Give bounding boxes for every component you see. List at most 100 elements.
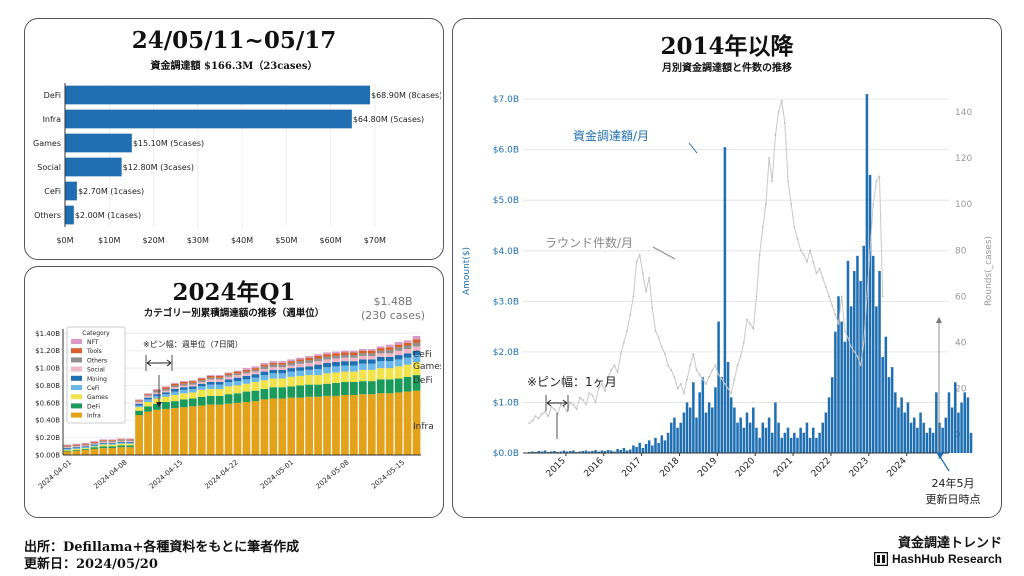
stack-segment bbox=[81, 447, 90, 449]
rounds-point bbox=[667, 364, 670, 367]
monthly-bar bbox=[954, 382, 957, 453]
stack-segment bbox=[135, 415, 143, 455]
monthly-bar bbox=[569, 450, 572, 453]
monthly-bar bbox=[726, 362, 730, 453]
stack-segment bbox=[144, 411, 152, 455]
legend-label: Infra bbox=[87, 413, 101, 420]
rounds-point bbox=[682, 392, 685, 395]
stack-segment bbox=[260, 371, 269, 376]
stack-segment bbox=[296, 363, 305, 368]
rounds-point bbox=[629, 313, 632, 316]
rounds-point bbox=[686, 378, 688, 381]
rounds-point bbox=[774, 134, 777, 136]
stack-segment bbox=[63, 451, 72, 455]
y2-tick-label: 60 bbox=[955, 292, 967, 302]
monthly-bar bbox=[761, 422, 765, 453]
monthly-bar bbox=[774, 402, 777, 453]
stack-segment bbox=[305, 369, 313, 376]
legend-swatch bbox=[71, 375, 82, 381]
stack-segment bbox=[90, 444, 99, 446]
stack-segment bbox=[81, 444, 90, 446]
rounds-point bbox=[547, 415, 550, 418]
monthly-bar bbox=[884, 336, 888, 453]
rounds-point bbox=[604, 389, 606, 392]
rounds-point bbox=[862, 341, 865, 344]
legend-swatch bbox=[71, 394, 82, 400]
monthly-bar bbox=[827, 397, 831, 453]
y-tick-label: $0.0B bbox=[493, 449, 519, 459]
stack-segment bbox=[350, 355, 358, 358]
stack-segment bbox=[233, 371, 242, 374]
updated-date: 更新日：2024/05/20 bbox=[24, 557, 158, 572]
stack-segment bbox=[350, 371, 358, 383]
stack-segment bbox=[278, 373, 287, 379]
stack-segment bbox=[296, 357, 305, 360]
stack-segment bbox=[385, 379, 394, 394]
stack-segment bbox=[323, 352, 331, 355]
rounds-point bbox=[717, 373, 720, 376]
stack-segment bbox=[251, 390, 260, 402]
monthly-bar bbox=[846, 260, 850, 453]
category-annotation: Infra bbox=[413, 422, 434, 432]
stack-segment bbox=[63, 444, 72, 446]
stack-segment bbox=[215, 375, 224, 376]
monthly-bar bbox=[729, 397, 733, 453]
stack-segment bbox=[63, 449, 72, 451]
legend-label: Games bbox=[87, 394, 108, 401]
rounds-point bbox=[758, 253, 761, 256]
stack-segment bbox=[269, 369, 278, 374]
stack-segment bbox=[412, 339, 421, 343]
y-tick-label: $2.0B bbox=[493, 348, 519, 358]
rounds-point bbox=[831, 304, 834, 307]
brand-logo: HashHub Research bbox=[873, 552, 1002, 566]
rounds-point bbox=[531, 419, 534, 422]
rounds-point bbox=[537, 417, 540, 420]
stack-segment bbox=[278, 387, 287, 399]
stack-segment bbox=[215, 375, 224, 378]
legend-swatch bbox=[71, 357, 82, 363]
stack-segment bbox=[242, 368, 251, 370]
stack-segment bbox=[108, 439, 117, 441]
y-tick-label: $3.0B bbox=[493, 297, 519, 307]
rounds-point bbox=[755, 295, 758, 298]
rounds-point bbox=[673, 376, 676, 378]
monthly-bar bbox=[853, 271, 856, 453]
monthly-bar bbox=[865, 94, 869, 454]
stack-segment bbox=[350, 352, 358, 356]
bin-width-arrow-heads bbox=[146, 359, 172, 367]
stack-segment bbox=[332, 362, 340, 367]
stack-segment bbox=[394, 378, 403, 393]
x-tick-label: $20M bbox=[142, 236, 164, 245]
stack-segment bbox=[358, 355, 367, 360]
rounds-point bbox=[711, 369, 714, 371]
stack-segment bbox=[144, 399, 152, 402]
rounds-point bbox=[768, 157, 770, 160]
monthly-bar bbox=[742, 427, 746, 453]
stack-segment bbox=[341, 350, 349, 353]
stack-segment bbox=[224, 382, 233, 387]
rounds-point bbox=[664, 353, 666, 355]
stack-segment bbox=[162, 388, 170, 391]
stack-segment bbox=[108, 441, 117, 442]
stack-segment bbox=[242, 371, 251, 374]
y2-tick-label: 80 bbox=[955, 246, 967, 256]
stack-segment bbox=[188, 382, 197, 385]
stack-segment bbox=[251, 374, 260, 378]
stack-segment bbox=[305, 362, 313, 367]
stack-segment bbox=[126, 439, 134, 441]
monthly-bar bbox=[628, 449, 632, 453]
stack-segment bbox=[332, 395, 340, 455]
stack-segment bbox=[376, 346, 385, 349]
rounds-point bbox=[790, 203, 793, 206]
stack-segment bbox=[412, 335, 421, 340]
stack-segment bbox=[188, 384, 197, 387]
monthly-bar bbox=[676, 427, 679, 453]
monthly-bar bbox=[840, 321, 843, 453]
monthly-bar bbox=[789, 437, 793, 453]
stack-segment bbox=[385, 347, 394, 350]
monthly-bar bbox=[711, 407, 714, 453]
stack-segment bbox=[269, 398, 278, 455]
monthly-funding-chart: $0.0B $1.0B $2.0B $3.0B $4.0B $5.0B $6.0B $7.0B… bbox=[462, 94, 994, 506]
stack-segment bbox=[260, 368, 269, 372]
y-tick-label: $1.40B bbox=[35, 330, 60, 338]
